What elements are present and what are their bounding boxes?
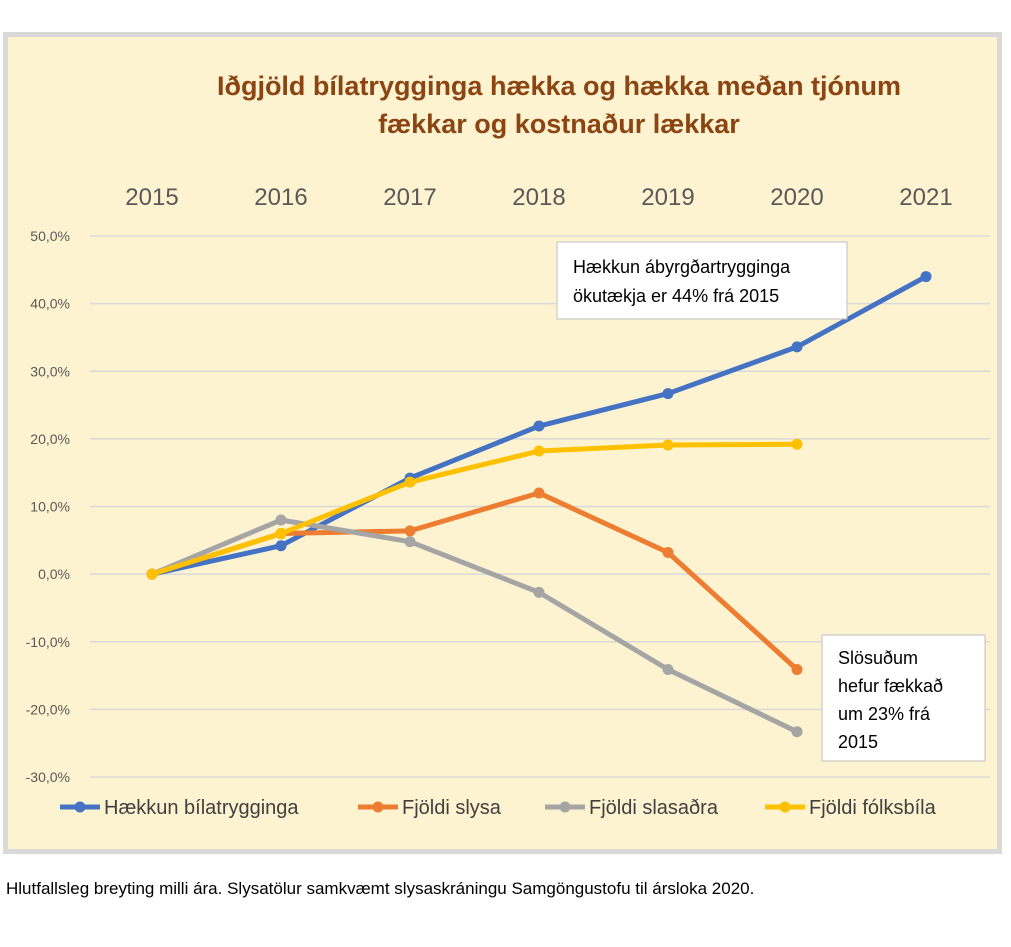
legend-item: Hækkun bílatrygginga	[60, 797, 299, 819]
data-point	[662, 663, 674, 675]
series-2	[146, 514, 803, 738]
data-point	[275, 540, 287, 552]
data-point	[275, 528, 287, 540]
y-tick-label: -30,0%	[26, 769, 70, 785]
data-point	[662, 546, 674, 558]
series-line	[149, 517, 800, 735]
series-lines	[146, 271, 932, 738]
x-tick-label: 2017	[383, 184, 436, 211]
annotation-insurance-line-1: Hækkun ábyrgðartrygginga	[573, 257, 791, 277]
figure-caption: Hlutfallsleg breyting milli ára. Slysatö…	[6, 879, 755, 898]
y-axis: 50,0% 40,0% 30,0% 20,0% 10,0% 0,0% -10,0% -20,0…	[26, 228, 70, 785]
annotation-injured-line-4: 2015	[838, 732, 878, 752]
data-point	[533, 487, 545, 499]
data-point	[920, 271, 932, 283]
y-tick-label: 30,0%	[30, 363, 70, 379]
legend-label: Fjöldi slasaðra	[589, 797, 719, 819]
annotation-injured: Slösuðum hefur fækkað um 23% frá 2015	[821, 634, 986, 762]
data-point	[791, 726, 803, 738]
data-point	[146, 568, 158, 580]
legend-item: Fjöldi fólksbíla	[765, 797, 937, 819]
chart-title-line-2: fækkar og kostnaður lækkar	[378, 109, 740, 139]
legend-label: Fjöldi fólksbíla	[809, 797, 937, 819]
annotation-insurance-line-2: ökutækja er 44% frá 2015	[573, 286, 779, 306]
annotation-injured-line-3: um 23% frá	[838, 704, 931, 724]
series-1	[146, 487, 803, 675]
chart-title: Iðgjöld bílatrygginga hækka og hækka með…	[217, 71, 901, 139]
x-tick-label: 2019	[641, 184, 694, 211]
legend-marker	[372, 801, 384, 813]
series-line	[149, 490, 800, 672]
y-tick-label: 50,0%	[30, 228, 70, 244]
x-tick-label: 2016	[254, 184, 307, 211]
data-point	[404, 536, 416, 548]
data-point	[791, 438, 803, 450]
data-point	[404, 525, 416, 537]
data-point	[662, 439, 674, 451]
y-tick-label: 0,0%	[38, 566, 70, 582]
annotation-injured-line-2: hefur fækkað	[838, 676, 943, 696]
y-tick-label: 40,0%	[30, 296, 70, 312]
legend-marker	[74, 801, 86, 813]
legend: Hækkun bílatrygginga Fjöldi slysa Fjöldi s…	[60, 797, 937, 819]
series-0	[146, 271, 932, 580]
data-point	[533, 586, 545, 598]
data-point	[404, 476, 416, 488]
legend-label: Hækkun bílatrygginga	[104, 797, 299, 819]
y-tick-label: 20,0%	[30, 431, 70, 447]
y-tick-label: -20,0%	[26, 701, 70, 717]
series-line	[149, 441, 800, 577]
x-tick-label: 2015	[125, 184, 178, 211]
series-3	[146, 438, 803, 580]
annotation-injured-line-1: Slösuðum	[838, 648, 918, 668]
x-axis: 2015 2016 2017 2018 2019 2020 2021	[125, 184, 952, 211]
legend-marker	[559, 801, 571, 813]
x-tick-label: 2018	[512, 184, 565, 211]
data-point	[791, 341, 803, 353]
x-tick-label: 2021	[899, 184, 952, 211]
data-point	[275, 514, 287, 526]
data-point	[791, 663, 803, 675]
legend-label: Fjöldi slysa	[402, 797, 502, 819]
legend-item: Fjöldi slysa	[358, 797, 502, 819]
data-point	[533, 420, 545, 432]
legend-item: Fjöldi slasaðra	[545, 797, 719, 819]
data-point	[662, 388, 674, 400]
data-point	[533, 445, 545, 457]
legend-marker	[779, 801, 791, 813]
x-tick-label: 2020	[770, 184, 823, 211]
y-tick-label: 10,0%	[30, 499, 70, 515]
y-tick-label: -10,0%	[26, 634, 70, 650]
annotation-insurance: Hækkun ábyrgðartrygginga ökutækja er 44%…	[556, 241, 848, 320]
chart-title-line-1: Iðgjöld bílatrygginga hækka og hækka með…	[217, 71, 901, 101]
